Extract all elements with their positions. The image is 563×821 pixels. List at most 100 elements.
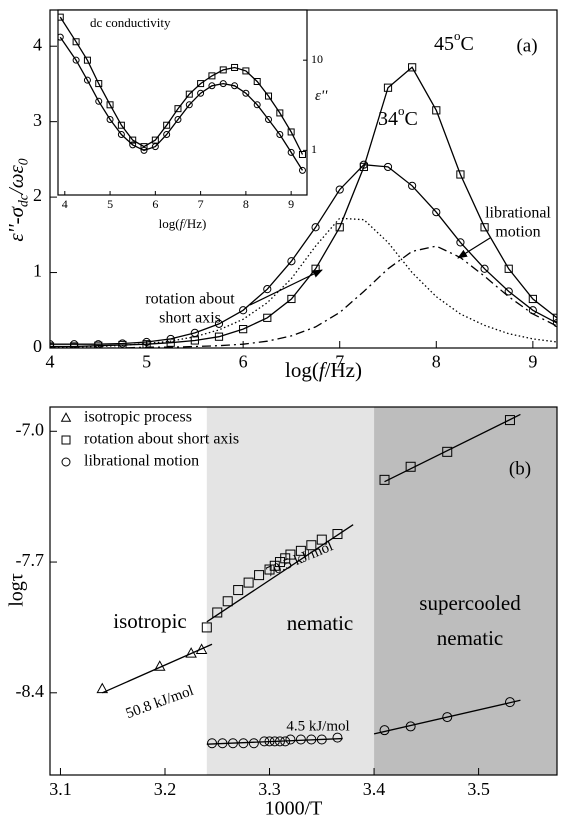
- marker: [201, 622, 212, 633]
- panel-a: 4 5 6 7 8 901234log(f/Hz)ε''-σdc/ωε0(a)45oC34…: [4, 9, 558, 382]
- marker: [265, 115, 273, 123]
- y-tick-label: 1: [311, 142, 317, 156]
- marker: [217, 738, 228, 749]
- axes-frame: [49, 406, 558, 776]
- marker: [359, 162, 368, 172]
- marker: [274, 557, 285, 568]
- label-part: f: [319, 358, 328, 382]
- marker: [117, 130, 125, 138]
- marker: [58, 33, 64, 41]
- marker: [285, 734, 296, 745]
- marker: [207, 738, 218, 749]
- marker: [166, 334, 175, 344]
- marker: [129, 136, 137, 144]
- y-tick-label: 10: [311, 52, 323, 66]
- marker: [118, 339, 127, 348]
- marker: [242, 67, 250, 75]
- marker: [269, 560, 280, 571]
- marker: [274, 736, 285, 747]
- data-line: [50, 217, 557, 348]
- legend-label: librational motion: [84, 453, 199, 470]
- y-tick-label: -7.7: [16, 550, 45, 570]
- label-part: dc: [15, 194, 30, 207]
- marker: [214, 332, 224, 341]
- label-part: /Hz): [183, 216, 206, 231]
- annotation: motion: [495, 224, 540, 241]
- marker: [269, 736, 280, 747]
- arrow: [457, 237, 491, 259]
- marker: [259, 736, 270, 747]
- marker: [408, 181, 417, 190]
- marker: [185, 90, 193, 98]
- marker: [480, 264, 489, 273]
- marker: [214, 319, 224, 328]
- marker: [265, 92, 273, 100]
- marker: [233, 585, 244, 596]
- x-tick-label: 6: [152, 197, 158, 211]
- marker: [504, 415, 515, 426]
- x-tick-label: 3.1: [49, 779, 72, 799]
- x-tick-label: 4: [46, 351, 55, 371]
- marker: [285, 549, 296, 560]
- y-tick-label: -8.4: [16, 681, 45, 701]
- y-tick-label: 1: [33, 261, 42, 281]
- marker: [383, 162, 393, 172]
- x-tick-label: 3.2: [154, 779, 177, 799]
- marker: [174, 115, 182, 123]
- marker: [106, 101, 114, 109]
- x-axis-label: log(f/Hz): [285, 358, 362, 382]
- marker: [106, 115, 114, 123]
- plot-area: [58, 13, 306, 174]
- marker: [253, 101, 261, 109]
- x-tick-label: 8: [243, 197, 249, 211]
- region-label: supercooled: [419, 591, 521, 615]
- marker: [552, 313, 557, 322]
- y-axis-label: ε'': [315, 88, 328, 104]
- marker: [242, 89, 250, 97]
- marker: [117, 121, 125, 129]
- marker: [306, 540, 317, 551]
- marker: [151, 143, 159, 151]
- marker: [72, 56, 80, 64]
- inset: 4 5 6 7 8 9 1 10 log(f/Hz) ε'' dc conductivity: [57, 9, 328, 231]
- marker: [140, 143, 148, 151]
- marker: [219, 66, 227, 74]
- marker: [298, 166, 306, 174]
- marker: [359, 160, 368, 169]
- marker: [552, 319, 557, 328]
- marker: [287, 257, 296, 266]
- marker: [276, 130, 284, 138]
- label-part: C: [461, 33, 474, 55]
- marker: [456, 238, 465, 247]
- marker: [528, 294, 537, 304]
- marker: [227, 738, 238, 749]
- x-tick-label: 8: [432, 351, 441, 371]
- y-tick-label: -7.0: [16, 419, 45, 439]
- marker: [442, 446, 453, 457]
- data-line: [50, 164, 557, 345]
- x-tick-label: 4: [62, 197, 68, 211]
- temperature-label: 34oC: [378, 103, 418, 130]
- marker: [95, 80, 103, 88]
- marker: [83, 56, 91, 64]
- y-axis-label: logτ: [6, 573, 28, 607]
- label-part: C: [405, 108, 418, 130]
- x-axis-label: 1000/T: [265, 798, 323, 820]
- label-part: ε'': [315, 88, 328, 104]
- marker: [432, 208, 441, 217]
- annotation: 4.5 kJ/mol: [286, 718, 349, 734]
- annotation: short axis: [159, 310, 221, 327]
- marker: [231, 63, 239, 71]
- marker: [153, 660, 166, 671]
- x-tick-label: 3.3: [258, 779, 281, 799]
- label-part: /Hz): [325, 358, 362, 382]
- marker: [151, 136, 159, 144]
- data-line: [59, 36, 304, 171]
- marker: [238, 738, 249, 749]
- marker: [316, 734, 327, 745]
- fit-line: [206, 737, 343, 745]
- label-part: 34: [378, 108, 398, 130]
- region: [374, 407, 557, 775]
- marker: [332, 732, 343, 743]
